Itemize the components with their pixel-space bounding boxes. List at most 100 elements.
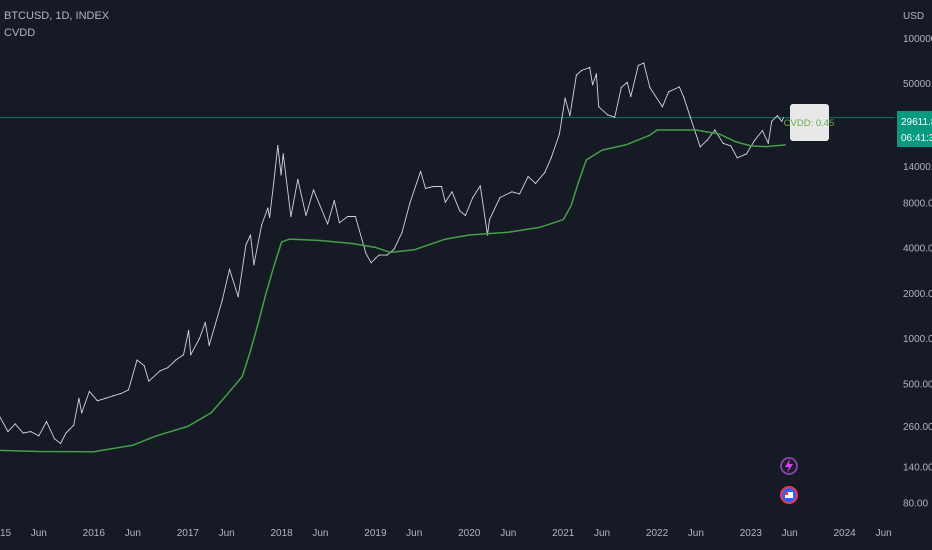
price-tag-value: 29611.88 xyxy=(901,117,932,128)
data-point-btcusd xyxy=(30,431,32,433)
data-point-cvdd xyxy=(765,146,767,148)
y-tick-label: 14000.00 xyxy=(903,162,932,173)
data-point-btcusd xyxy=(53,438,56,440)
data-point-btcusd xyxy=(104,397,106,399)
data-point-btcusd xyxy=(22,432,24,434)
data-point-btcusd xyxy=(575,74,578,76)
data-point-btcusd xyxy=(273,182,275,184)
data-point-btcusd xyxy=(78,397,80,399)
data-point-cvdd xyxy=(93,451,95,453)
series-line-cvdd xyxy=(0,129,786,453)
y-tick-label: 500.00 xyxy=(903,379,932,390)
data-point-btcusd xyxy=(776,115,778,117)
data-point-btcusd xyxy=(668,91,670,93)
data-point-btcusd xyxy=(88,390,90,392)
data-point-btcusd xyxy=(511,191,513,193)
data-point-btcusd xyxy=(782,117,785,119)
data-point-btcusd xyxy=(564,97,566,99)
x-tick-label: Jun xyxy=(219,528,235,539)
data-point-cvdd xyxy=(625,144,627,146)
data-point-btcusd xyxy=(630,95,632,98)
data-point-cvdd xyxy=(562,219,564,221)
data-point-btcusd xyxy=(444,201,446,203)
data-point-btcusd xyxy=(159,370,161,372)
data-point-btcusd xyxy=(722,142,724,144)
cvdd-label-text: CVDD: 0.45 xyxy=(784,118,835,129)
data-point-btcusd xyxy=(237,296,239,298)
data-point-btcusd xyxy=(424,187,427,189)
data-point-btcusd xyxy=(45,421,48,423)
data-point-cvdd xyxy=(601,149,603,151)
data-point-cvdd xyxy=(445,238,447,240)
data-point-btcusd xyxy=(589,66,591,68)
data-point-btcusd xyxy=(112,395,114,397)
data-point-btcusd xyxy=(277,145,279,147)
indicator-legend[interactable]: CVDD xyxy=(4,27,36,39)
data-point-btcusd xyxy=(592,84,594,86)
lightning-event-icon[interactable] xyxy=(780,457,798,475)
data-point-cvdd xyxy=(155,435,158,437)
data-point-cvdd xyxy=(257,323,259,325)
x-tick-label: 2020 xyxy=(458,528,481,539)
x-tick-label: 2023 xyxy=(740,528,763,539)
cvdd-series xyxy=(0,129,786,453)
data-point-btcusd xyxy=(148,380,150,382)
data-point-cvdd xyxy=(390,251,392,253)
data-point-btcusd xyxy=(440,185,443,188)
data-point-btcusd xyxy=(370,262,372,264)
y-tick-label: 8000.00 xyxy=(903,198,932,209)
data-point-btcusd xyxy=(736,157,738,159)
price-axis[interactable]: USD 100000.00 50000.00 14000.00 8000.00 4000… xyxy=(903,11,932,510)
data-point-btcusd xyxy=(333,200,335,202)
data-point-btcusd xyxy=(269,216,271,219)
data-point-btcusd xyxy=(221,299,223,301)
x-tick-label: 2015 xyxy=(0,528,12,539)
data-point-btcusd xyxy=(297,178,299,180)
x-tick-label: Jun xyxy=(500,528,516,539)
series-line-btcusd xyxy=(0,62,784,444)
data-point-btcusd xyxy=(606,114,609,116)
time-axis[interactable]: 2015 Jun 2016 Jun 2017 Jun 2018 Jun 2019 Jun 2020 J… xyxy=(0,528,892,539)
data-point-btcusd xyxy=(249,234,252,236)
data-point-btcusd xyxy=(451,191,453,193)
data-point-btcusd xyxy=(761,130,764,132)
x-tick-label: 2016 xyxy=(83,528,106,539)
data-point-btcusd xyxy=(190,354,192,356)
data-point-btcusd xyxy=(182,354,185,356)
data-point-btcusd xyxy=(204,321,206,324)
data-point-cvdd xyxy=(281,241,283,243)
x-tick-label: 2017 xyxy=(177,528,200,539)
x-tick-label: Jun xyxy=(31,528,47,539)
data-point-btcusd xyxy=(499,196,501,199)
data-point-cvdd xyxy=(570,204,572,207)
data-point-btcusd xyxy=(486,234,489,236)
data-point-cvdd xyxy=(695,129,697,131)
data-point-cvdd xyxy=(784,144,786,146)
y-tick-label: 50000.00 xyxy=(903,79,932,90)
data-point-btcusd xyxy=(706,139,708,141)
data-point-btcusd xyxy=(245,244,247,246)
flag-event-icon[interactable] xyxy=(780,486,798,504)
data-point-btcusd xyxy=(683,96,685,98)
data-point-btcusd xyxy=(7,431,9,433)
x-tick-label: Jun xyxy=(688,528,704,539)
data-point-btcusd xyxy=(527,176,529,178)
data-point-btcusd xyxy=(488,219,491,221)
data-point-cvdd xyxy=(585,159,588,161)
data-point-btcusd xyxy=(60,442,62,445)
data-point-cvdd xyxy=(265,292,267,294)
data-point-btcusd xyxy=(65,432,67,434)
y-tick-label: 4000.00 xyxy=(903,244,932,255)
data-point-cvdd xyxy=(226,394,228,396)
data-point-btcusd xyxy=(569,115,571,117)
event-markers[interactable] xyxy=(780,457,798,504)
data-point-btcusd xyxy=(614,116,616,118)
symbol-legend[interactable]: BTCUSD, 1D, INDEX xyxy=(4,10,110,22)
x-tick-label: 2024 xyxy=(834,528,857,539)
cvdd-value-label: CVDD: 0.45 xyxy=(784,104,835,141)
x-tick-label: Jun xyxy=(125,528,141,539)
data-point-cvdd xyxy=(374,246,376,248)
data-point-btcusd xyxy=(127,389,130,391)
data-point-cvdd xyxy=(319,239,321,242)
